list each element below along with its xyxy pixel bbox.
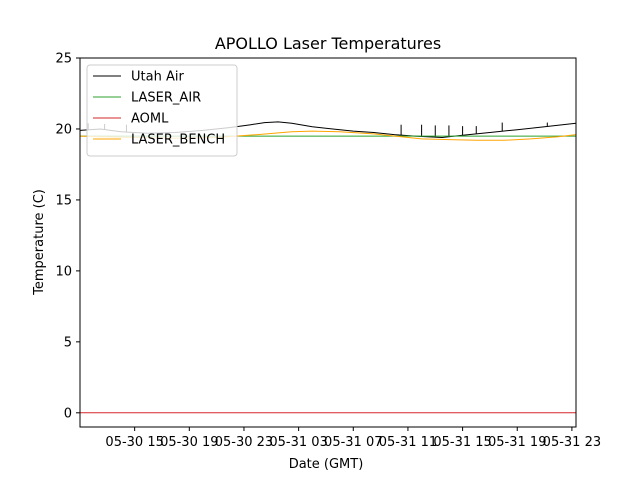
legend-label: AOML bbox=[131, 112, 169, 127]
chart-title: APOLLO Laser Temperatures bbox=[215, 34, 441, 53]
x-axis-label: Date (GMT) bbox=[289, 457, 364, 472]
x-tick-label: 05-31 19 bbox=[488, 435, 546, 450]
x-tick-label: 05-31 15 bbox=[433, 435, 491, 450]
plot-frame bbox=[79, 57, 577, 428]
x-tick-label: 05-31 07 bbox=[324, 435, 382, 450]
x-tick-label: 05-30 19 bbox=[160, 435, 218, 450]
x-tick-label: 05-31 03 bbox=[269, 435, 327, 450]
x-tick-label: 05-31 23 bbox=[543, 435, 601, 450]
y-axis: 0 5 10 15 20 25 bbox=[55, 52, 80, 421]
x-tick-label: 05-31 11 bbox=[379, 435, 437, 450]
x-tick-label: 05-30 15 bbox=[105, 435, 163, 450]
plot-lines bbox=[79, 121, 577, 414]
y-axis-label: Temperature (C) bbox=[32, 189, 47, 296]
legend-label: Utah Air bbox=[131, 70, 184, 85]
y-tick-label: 10 bbox=[55, 264, 72, 279]
y-tick-label: 5 bbox=[64, 335, 72, 350]
y-tick-label: 15 bbox=[55, 193, 72, 208]
x-tick-label: 05-30 23 bbox=[215, 435, 273, 450]
y-tick-label: 20 bbox=[55, 122, 72, 137]
y-tick-label: 25 bbox=[55, 52, 72, 67]
legend: Utah Air LASER_AIR AOML LASER_BENCH bbox=[86, 64, 238, 157]
legend-box bbox=[86, 64, 238, 157]
y-tick-label: 0 bbox=[64, 406, 72, 421]
legend-label: LASER_AIR bbox=[131, 91, 201, 106]
legend-label: LASER_BENCH bbox=[131, 133, 225, 148]
